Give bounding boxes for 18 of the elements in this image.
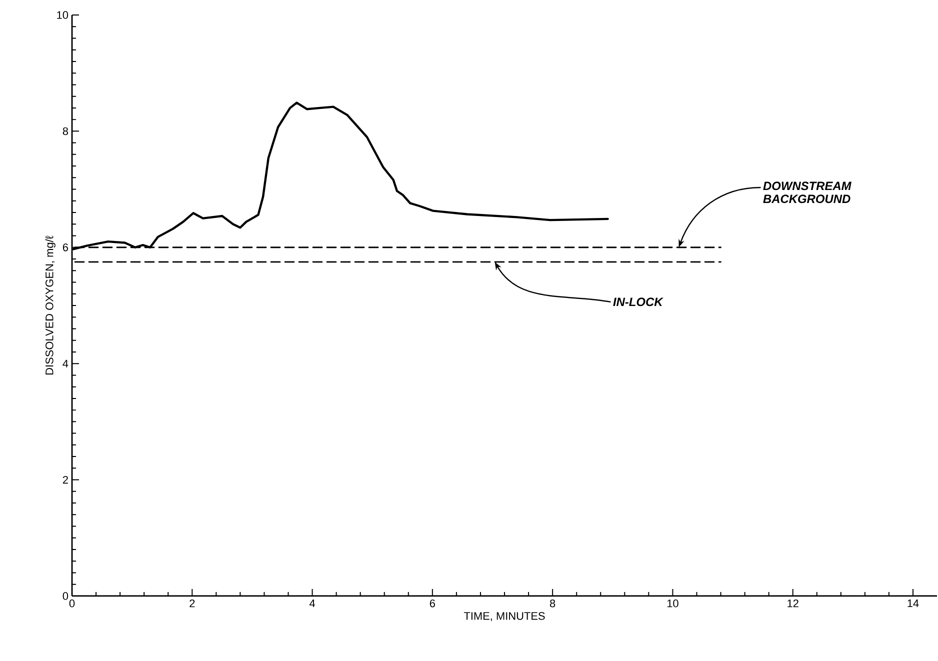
x-tick-label: 10 [667, 600, 678, 608]
x-tick-label: 14 [908, 600, 919, 608]
y-tick-label: 4 [62, 360, 68, 368]
x-tick-label: 8 [550, 600, 556, 608]
text: IN-LOCK [613, 298, 664, 306]
y-tick-label: 0 [62, 592, 68, 600]
y-tick-label: 10 [57, 11, 68, 19]
x-tick-label: 12 [788, 600, 798, 608]
x-tick-label: 2 [190, 600, 195, 608]
x-tick-label: 6 [430, 600, 435, 608]
y-tick-label: 8 [62, 127, 68, 136]
y-axis-title: DISSOLVED OXYGEN, mg/ℓ [45, 236, 56, 374]
x-axis-title: TIME, MINUTES [464, 612, 545, 622]
y-tick-label: 6 [62, 244, 68, 252]
text: DOWNSTREAM BACKGROUND [763, 182, 852, 204]
x-tick-label: 4 [309, 600, 316, 608]
y-tick-label: 2 [62, 476, 68, 484]
x-tick-label: 0 [69, 600, 75, 608]
